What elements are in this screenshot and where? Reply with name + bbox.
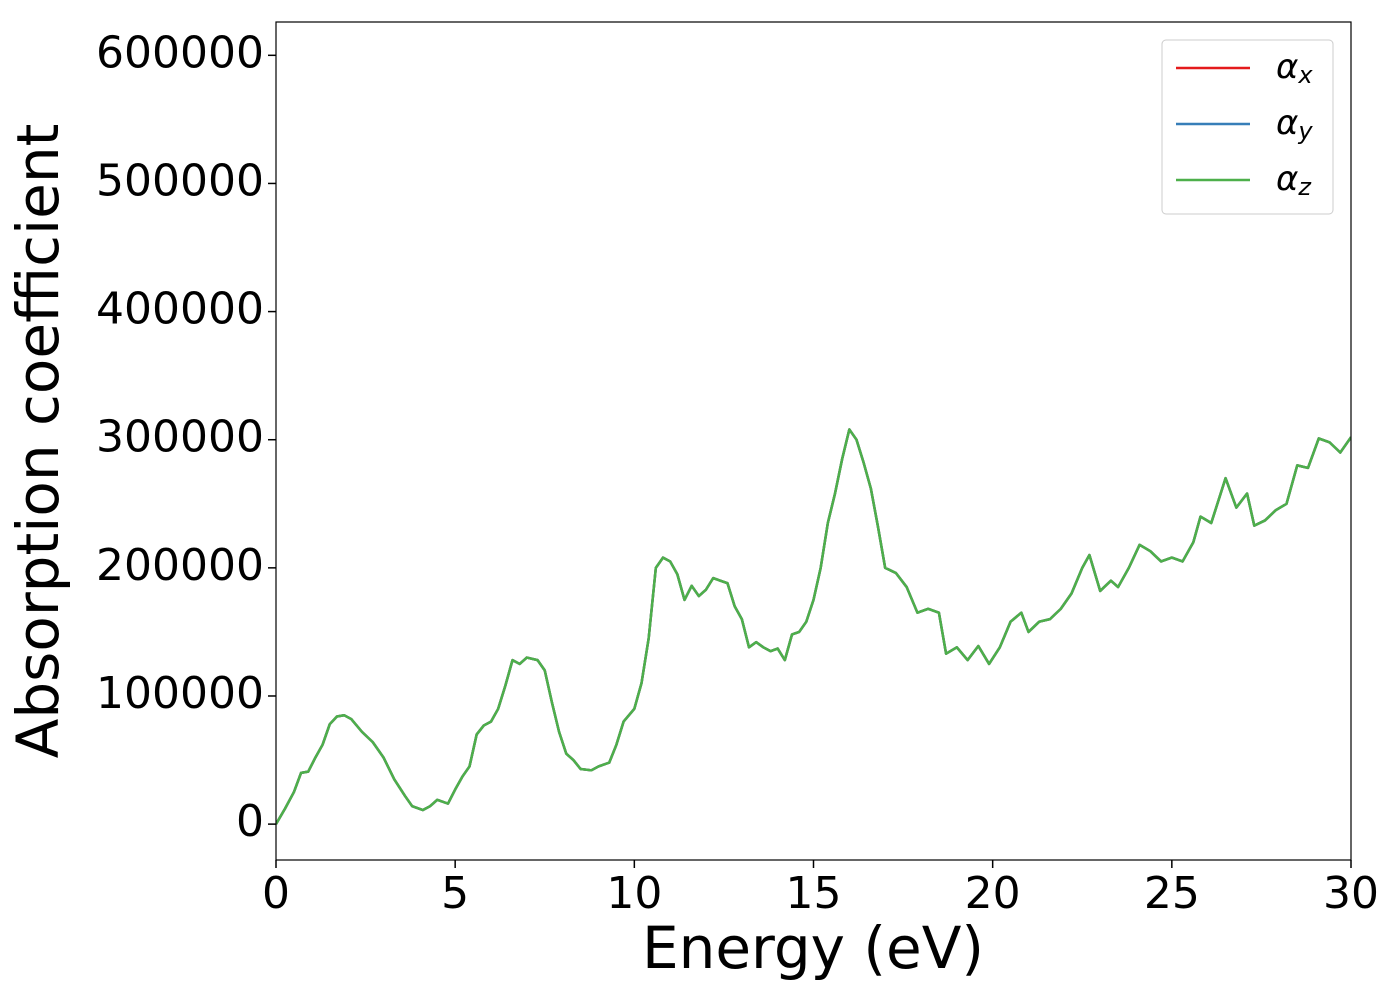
x-tick-label: 30: [1323, 868, 1379, 919]
y-tick-label: 100000: [96, 668, 264, 719]
legend-label: αz: [1276, 159, 1312, 202]
plot-frame: [275, 21, 1352, 861]
x-tick-label: 25: [1144, 868, 1200, 919]
y-tick-label: 300000: [96, 412, 264, 463]
legend-label: αx: [1276, 47, 1313, 90]
x-tick-label: 20: [965, 868, 1021, 919]
y-tick-label: 0: [236, 796, 264, 847]
series-line: [276, 428, 1351, 825]
legend: αx αy αz: [1161, 39, 1334, 215]
x-tick-label: 0: [262, 868, 290, 919]
y-tick-label: 600000: [96, 27, 264, 78]
y-tick-label: 500000: [96, 155, 264, 206]
y-axis-label: Absorption coefficient: [4, 124, 72, 759]
y-tick-label: 200000: [96, 540, 264, 591]
y-tick-label: 400000: [96, 284, 264, 335]
x-tick-label: 5: [441, 868, 469, 919]
legend-box: [1161, 39, 1334, 215]
x-tick-label: 10: [606, 868, 662, 919]
x-axis-label: Energy (eV): [642, 914, 984, 982]
x-tick-label: 15: [786, 868, 842, 919]
legend-label: αy: [1276, 103, 1313, 146]
